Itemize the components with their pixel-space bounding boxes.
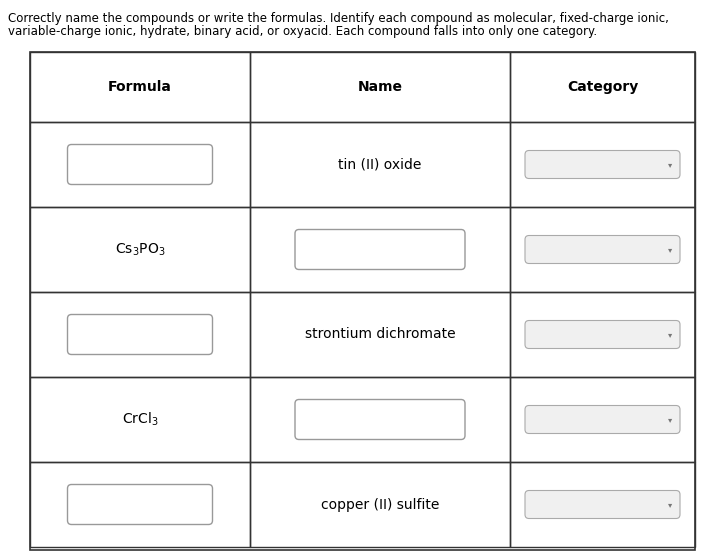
FancyBboxPatch shape xyxy=(525,235,680,263)
Bar xyxy=(30,52,695,550)
Bar xyxy=(510,207,695,292)
Bar xyxy=(250,52,510,122)
Bar xyxy=(250,292,510,377)
Bar xyxy=(30,207,250,292)
Text: variable-charge ionic, hydrate, binary acid, or oxyacid. Each compound falls int: variable-charge ionic, hydrate, binary a… xyxy=(8,25,597,38)
Bar xyxy=(510,292,695,377)
Bar xyxy=(250,207,510,292)
FancyBboxPatch shape xyxy=(67,484,212,525)
Bar xyxy=(250,462,510,547)
Text: tin (II) oxide: tin (II) oxide xyxy=(339,157,422,171)
FancyBboxPatch shape xyxy=(525,151,680,179)
Text: Category: Category xyxy=(567,80,638,94)
Bar xyxy=(30,377,250,462)
FancyBboxPatch shape xyxy=(525,406,680,434)
Bar xyxy=(30,52,250,122)
Text: Correctly name the compounds or write the formulas. Identify each compound as mo: Correctly name the compounds or write th… xyxy=(8,12,669,25)
Text: strontium dichromate: strontium dichromate xyxy=(304,328,455,341)
Text: ▾: ▾ xyxy=(668,160,672,169)
FancyBboxPatch shape xyxy=(67,145,212,185)
Bar xyxy=(30,462,250,547)
Text: copper (II) sulfite: copper (II) sulfite xyxy=(320,498,439,512)
Text: Name: Name xyxy=(357,80,402,94)
Bar xyxy=(510,122,695,207)
Text: ▾: ▾ xyxy=(668,500,672,509)
FancyBboxPatch shape xyxy=(295,229,465,270)
Text: Formula: Formula xyxy=(108,80,172,94)
FancyBboxPatch shape xyxy=(67,315,212,354)
Text: ▾: ▾ xyxy=(668,415,672,424)
Bar xyxy=(30,122,250,207)
Text: Cs$_3$PO$_3$: Cs$_3$PO$_3$ xyxy=(115,241,165,258)
Text: ▾: ▾ xyxy=(668,245,672,254)
Text: ▾: ▾ xyxy=(668,330,672,339)
FancyBboxPatch shape xyxy=(295,400,465,440)
Bar xyxy=(250,377,510,462)
FancyBboxPatch shape xyxy=(525,490,680,518)
Bar xyxy=(510,52,695,122)
Bar xyxy=(30,292,250,377)
Bar xyxy=(250,122,510,207)
Text: CrCl$_3$: CrCl$_3$ xyxy=(122,411,158,428)
Bar xyxy=(510,462,695,547)
Bar xyxy=(510,377,695,462)
FancyBboxPatch shape xyxy=(525,320,680,349)
